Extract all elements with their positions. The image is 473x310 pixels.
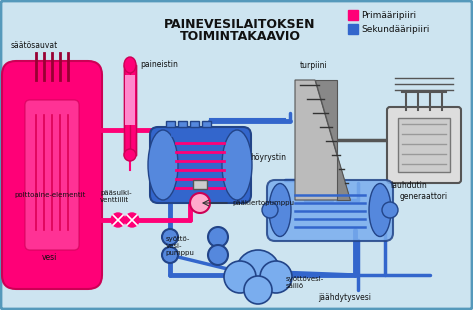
- Text: vesi: vesi: [42, 253, 57, 262]
- Text: säätösauvat: säätösauvat: [11, 41, 58, 50]
- Bar: [124, 65, 136, 155]
- FancyBboxPatch shape: [25, 100, 79, 250]
- Circle shape: [162, 247, 178, 263]
- Ellipse shape: [369, 184, 391, 237]
- Polygon shape: [315, 80, 350, 200]
- Text: Sekundääripiiri: Sekundääripiiri: [361, 24, 429, 33]
- FancyBboxPatch shape: [2, 61, 102, 289]
- Bar: [178, 121, 187, 127]
- FancyBboxPatch shape: [387, 107, 461, 183]
- Circle shape: [262, 202, 278, 218]
- Circle shape: [236, 250, 280, 294]
- Text: jäähdytysvesi: jäähdytysvesi: [318, 294, 371, 303]
- Bar: [190, 121, 199, 127]
- Text: polttoaine-elementit: polttoaine-elementit: [14, 192, 85, 198]
- Ellipse shape: [148, 130, 178, 200]
- Text: syöttövesi-
säiliö: syöttövesi- säiliö: [286, 276, 324, 289]
- Bar: [348, 24, 358, 34]
- Bar: [398, 118, 450, 172]
- Ellipse shape: [124, 149, 136, 161]
- Circle shape: [208, 245, 228, 265]
- Text: paineistin: paineistin: [140, 60, 178, 69]
- Text: TOIMINTAKAAVIO: TOIMINTAKAAVIO: [179, 30, 300, 43]
- Text: lauhdutin: lauhdutin: [390, 180, 427, 189]
- Bar: [193, 180, 207, 189]
- Bar: [166, 121, 175, 127]
- Text: höyrystin: höyrystin: [250, 153, 286, 162]
- Ellipse shape: [269, 184, 291, 237]
- Text: PAINEVESILAITOKSEN: PAINEVESILAITOKSEN: [164, 18, 316, 31]
- FancyBboxPatch shape: [150, 127, 251, 203]
- Circle shape: [190, 193, 210, 213]
- Polygon shape: [295, 80, 350, 200]
- Text: Primääripiiri: Primääripiiri: [361, 11, 416, 20]
- Ellipse shape: [222, 130, 252, 200]
- Circle shape: [208, 227, 228, 247]
- Circle shape: [162, 229, 178, 245]
- Bar: [348, 10, 358, 20]
- Circle shape: [111, 213, 125, 227]
- Bar: [125, 75, 135, 125]
- Text: generaattori: generaattori: [400, 192, 448, 201]
- Circle shape: [244, 276, 272, 304]
- FancyBboxPatch shape: [267, 180, 393, 241]
- Bar: [202, 121, 211, 127]
- Circle shape: [125, 213, 139, 227]
- Ellipse shape: [124, 57, 136, 73]
- Text: syöttö-
vesi-
pumppu: syöttö- vesi- pumppu: [166, 236, 194, 256]
- Text: turpiini: turpiini: [300, 61, 328, 70]
- Text: pääkiertopumppu: pääkiertopumppu: [232, 200, 294, 206]
- Circle shape: [224, 261, 256, 293]
- Circle shape: [260, 261, 292, 293]
- Text: pääsulki-
venttiilit: pääsulki- venttiilit: [100, 190, 131, 203]
- Circle shape: [382, 202, 398, 218]
